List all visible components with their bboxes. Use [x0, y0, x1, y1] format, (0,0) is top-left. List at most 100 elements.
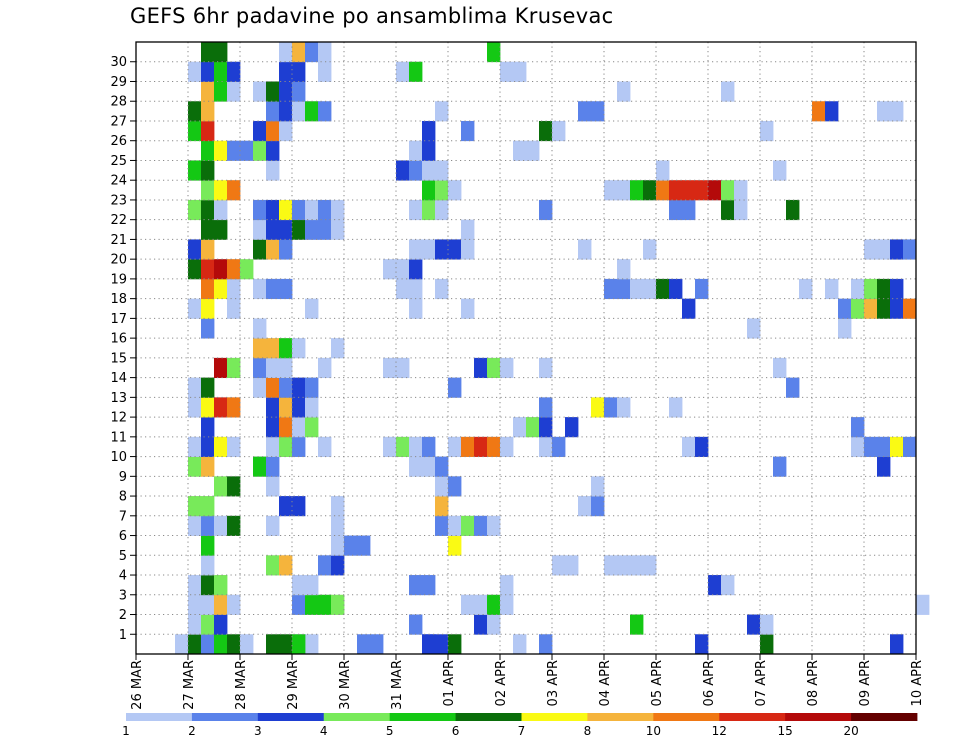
x-tick-label: 02 APR [494, 660, 509, 706]
heatmap-cell [773, 160, 787, 181]
heatmap-cell [266, 140, 280, 161]
heatmap-cell [292, 377, 306, 398]
heatmap-cell [253, 456, 267, 477]
y-tick-label: 22 [110, 213, 127, 228]
heatmap-cell [227, 634, 241, 655]
heatmap-cell [760, 614, 774, 635]
heatmap-cell [617, 259, 631, 280]
heatmap-cell [526, 417, 540, 438]
heatmap-cell [591, 496, 605, 517]
heatmap-cell [773, 456, 787, 477]
heatmap-cell [383, 436, 397, 457]
heatmap-cell [461, 594, 475, 615]
heatmap-cell [396, 259, 410, 280]
heatmap-cell [253, 318, 267, 339]
heatmap-cell [474, 515, 488, 536]
heatmap-cell [253, 377, 267, 398]
heatmap-cell [188, 397, 202, 418]
heatmap-cell [435, 456, 449, 477]
x-tick-label: 30 MAR [338, 660, 353, 710]
heatmap-cell [253, 278, 267, 300]
colorbar-label: 3 [254, 724, 262, 738]
heatmap-cell [201, 614, 215, 635]
x-tick-label: 03 APR [546, 660, 561, 706]
heatmap-cell [461, 219, 475, 240]
heatmap-cell [279, 338, 293, 359]
heatmap-cell [409, 614, 423, 635]
heatmap-cell [461, 436, 475, 457]
heatmap-cell [877, 456, 891, 477]
heatmap-cell [526, 140, 540, 161]
heatmap-cell [292, 42, 306, 63]
heatmap-cell [474, 614, 488, 635]
heatmap-cell [227, 515, 241, 536]
heatmap-cell [188, 436, 202, 457]
heatmap-cell [669, 278, 683, 300]
heatmap-cell [539, 397, 553, 418]
heatmap-cell [760, 120, 774, 142]
heatmap-cell [305, 199, 319, 221]
heatmap-cell [188, 614, 202, 635]
heatmap-cell [279, 278, 293, 300]
heatmap-cell [487, 614, 501, 635]
heatmap-cell [318, 61, 332, 82]
y-tick-label: 30 [110, 55, 127, 70]
heatmap-cell [812, 101, 826, 122]
heatmap-cell [266, 160, 280, 181]
heatmap-cell [435, 199, 449, 221]
heatmap-cell [279, 61, 293, 82]
heatmap-cell [214, 219, 228, 240]
colorbar-swatch [191, 713, 259, 721]
heatmap-cell [448, 634, 462, 655]
heatmap-cell [279, 417, 293, 438]
heatmap-cell [188, 515, 202, 536]
heatmap-cell [331, 199, 345, 221]
heatmap-cell [279, 42, 293, 63]
heatmap-cell [240, 140, 254, 161]
heatmap-cell [201, 160, 215, 181]
heatmap-cell [279, 555, 293, 576]
y-tick-label: 12 [110, 411, 127, 426]
y-axis: 1234567891011121314151617181920212223242… [110, 55, 136, 643]
heatmap-cell [214, 180, 228, 201]
heatmap-cell [851, 298, 865, 319]
heatmap-cell [279, 496, 293, 517]
heatmap-cell [227, 397, 241, 418]
heatmap-cell [383, 259, 397, 280]
heatmap-cell [305, 397, 319, 418]
heatmap-cell [279, 120, 293, 142]
heatmap-cell [591, 397, 605, 418]
heatmap-cell [630, 614, 644, 635]
colorbar-label: 10 [646, 724, 661, 738]
heatmap-cell [409, 199, 423, 221]
heatmap-cell [227, 436, 241, 457]
colorbar-swatch [389, 713, 456, 721]
heatmap-cell [201, 259, 215, 280]
heatmap-cell [201, 575, 215, 596]
gridlines [136, 42, 916, 654]
heatmap-cell [695, 436, 709, 457]
y-tick-label: 4 [119, 569, 127, 584]
heatmap-cell [643, 555, 657, 576]
heatmap-cell [474, 594, 488, 615]
heatmap-cell [422, 140, 436, 161]
heatmap-cell [266, 397, 280, 418]
heatmap-cell [227, 594, 241, 615]
heatmap-cell [201, 239, 215, 260]
heatmap-cell [318, 219, 332, 240]
heatmap-cell [864, 436, 878, 457]
heatmap-cell [422, 634, 436, 655]
heatmap-cell [201, 140, 215, 161]
y-tick-label: 3 [119, 588, 127, 603]
heatmap-cell [656, 278, 670, 300]
y-tick-label: 11 [110, 430, 127, 445]
heatmap-cell [409, 298, 423, 319]
heatmap-cell [292, 61, 306, 82]
heatmap-cell [396, 436, 410, 457]
y-tick-label: 8 [119, 490, 127, 505]
y-tick-label: 29 [110, 75, 127, 90]
heatmap-cell [318, 357, 332, 379]
colorbar-label: 20 [843, 724, 858, 738]
heatmap-cell [630, 180, 644, 201]
heatmap-cell [279, 436, 293, 457]
